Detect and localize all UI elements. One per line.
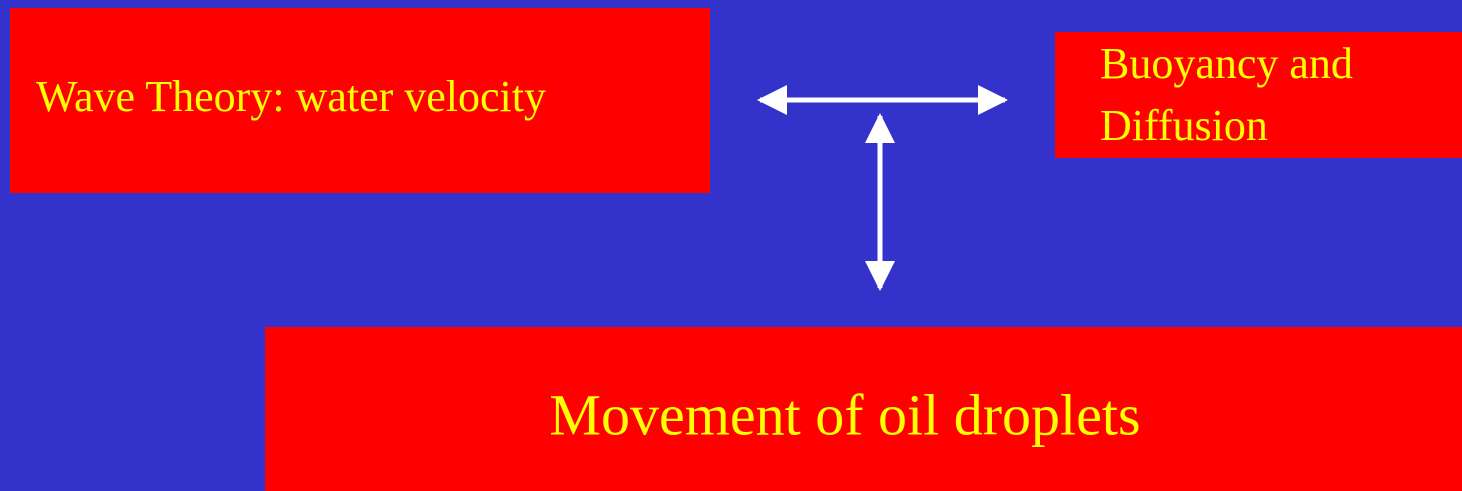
node-label: Diffusion [1100,101,1268,150]
node-label: Movement of oil droplets [549,382,1140,447]
node-label: Wave Theory: water velocity [36,72,546,121]
node-box [1055,32,1462,158]
node-box [265,327,1462,491]
node-box [10,8,710,193]
node-label: Buoyancy and [1100,39,1353,88]
